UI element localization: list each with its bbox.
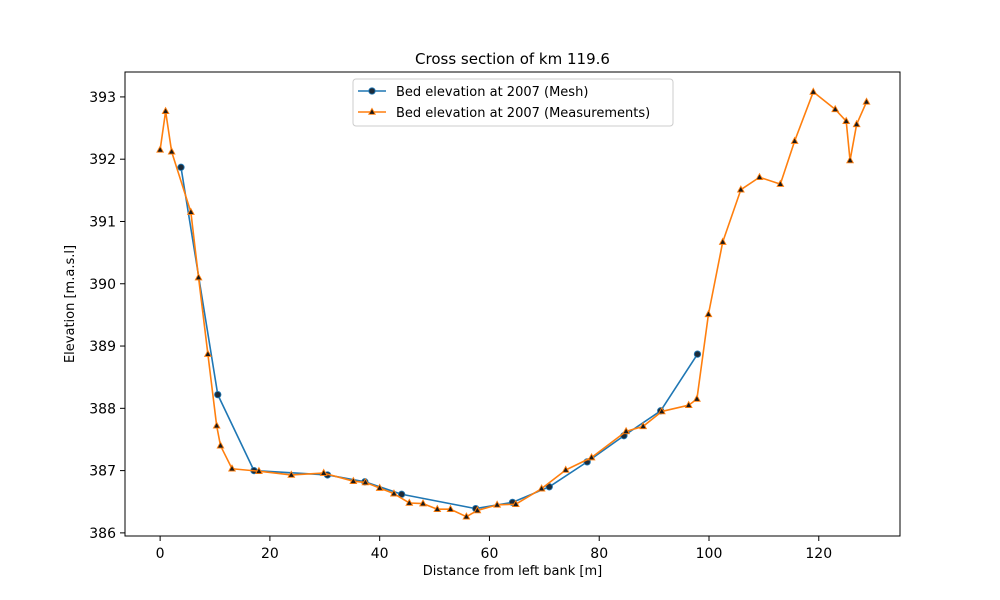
x-tick-label: 40 (371, 546, 389, 562)
data-point (639, 421, 648, 430)
legend-label: Bed elevation at 2007 (Mesh) (396, 85, 588, 100)
data-point (194, 272, 203, 281)
series (156, 87, 871, 520)
plot-area (156, 87, 871, 520)
y-axis: 386 387 388 389 390 391 392 393 (89, 90, 125, 542)
x-tick-label: 80 (590, 546, 608, 562)
x-tick-label: 100 (696, 546, 723, 562)
data-point (657, 406, 666, 415)
data-point (846, 155, 855, 164)
x-tick-label: 20 (261, 546, 279, 562)
series (177, 163, 702, 513)
data-point (704, 309, 713, 318)
data-point (561, 465, 570, 473)
data-point (693, 350, 702, 358)
data-point (161, 106, 170, 115)
data-point (214, 390, 222, 399)
y-tick-label: 386 (89, 526, 116, 542)
data-point (736, 185, 745, 193)
data-point (446, 504, 455, 513)
y-tick-label: 391 (89, 214, 116, 230)
legend-item: Bed elevation at 2007 (Measurements) (358, 106, 650, 121)
data-point (254, 466, 263, 475)
y-tick-label: 389 (89, 339, 116, 355)
y-tick-label: 388 (89, 401, 116, 417)
data-point (228, 464, 237, 472)
y-tick-label: 393 (89, 90, 116, 106)
data-point (177, 163, 185, 171)
y-tick-label: 387 (89, 464, 116, 480)
data-point (375, 483, 384, 491)
data-point (287, 470, 296, 478)
data-point (842, 116, 851, 124)
data-point (405, 498, 414, 506)
data-point (186, 207, 195, 215)
data-point (684, 400, 693, 408)
y-tick-label: 390 (89, 277, 116, 293)
data-point (862, 97, 871, 105)
data-point (776, 179, 785, 187)
y-axis-label: Elevation [m.a.s.l] (63, 245, 78, 363)
data-point (212, 421, 221, 429)
data-point (368, 87, 376, 95)
legend: Bed elevation at 2007 (Mesh) Bed elevatio… (352, 78, 674, 127)
x-tick-label: 120 (805, 546, 832, 562)
plot-frame (124, 71, 901, 537)
data-point (203, 349, 212, 357)
data-point (718, 237, 727, 245)
data-point (433, 504, 442, 513)
legend-box (352, 78, 674, 127)
data-point (368, 107, 376, 115)
x-tick-label: 0 (156, 546, 165, 562)
legend-item: Bed elevation at 2007 (Mesh) (358, 85, 588, 100)
data-point (809, 87, 818, 95)
data-point (167, 147, 176, 155)
data-point (755, 172, 764, 181)
x-axis-label: Distance from left bank [m] (423, 564, 602, 579)
data-point (493, 500, 502, 508)
data-point (389, 489, 398, 497)
data-point (473, 505, 482, 514)
data-point (587, 452, 596, 461)
data-point (511, 499, 520, 508)
chart-title: Cross section of km 119.6 (415, 50, 610, 68)
legend-label: Bed elevation at 2007 (Measurements) (396, 106, 650, 121)
series-line (180, 167, 699, 510)
data-point (622, 426, 631, 435)
data-point (537, 484, 546, 492)
series-line (159, 91, 868, 518)
y-tick-label: 392 (89, 152, 116, 168)
data-point (349, 476, 358, 484)
data-point (790, 136, 799, 144)
data-point (692, 394, 701, 402)
data-point (156, 145, 165, 153)
x-tick-label: 60 (481, 546, 499, 562)
data-point (852, 119, 861, 128)
data-point (462, 512, 471, 520)
data-point (419, 499, 428, 507)
data-point (319, 468, 328, 476)
data-point (831, 104, 840, 113)
x-axis: 0 20 40 60 80 100 120 (156, 536, 832, 562)
data-point (361, 477, 370, 486)
data-point (216, 441, 225, 449)
